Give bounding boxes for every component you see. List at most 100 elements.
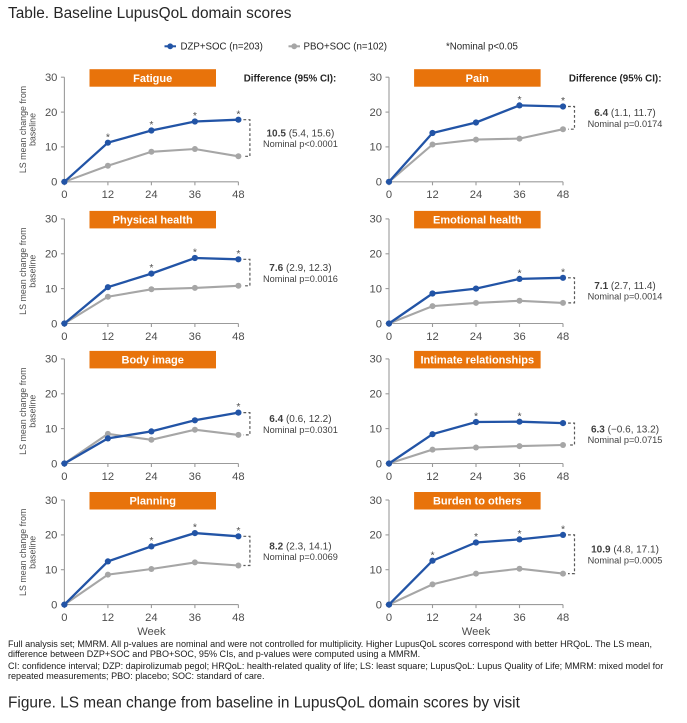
svg-text:Nominal p<0.0001: Nominal p<0.0001: [263, 139, 338, 149]
svg-text:Burden to others: Burden to others: [433, 496, 522, 508]
svg-text:20: 20: [45, 389, 57, 401]
svg-text:*Nominal p<0.05: *Nominal p<0.05: [446, 42, 518, 53]
svg-text:Difference (95% CI):: Difference (95% CI):: [244, 74, 337, 85]
svg-text:30: 30: [370, 354, 382, 366]
svg-text:6.4 (1.1, 11.7): 6.4 (1.1, 11.7): [594, 108, 656, 119]
svg-text:36: 36: [513, 612, 525, 624]
svg-text:baseline: baseline: [27, 395, 37, 428]
svg-text:12: 12: [102, 331, 114, 343]
svg-text:30: 30: [45, 214, 57, 226]
svg-text:24: 24: [145, 471, 157, 483]
svg-text:0: 0: [376, 318, 382, 330]
svg-text:0: 0: [51, 458, 57, 470]
svg-text:LS mean change from: LS mean change from: [18, 228, 28, 315]
svg-text:6.3 (−0.6, 13.2): 6.3 (−0.6, 13.2): [591, 424, 659, 435]
svg-text:0: 0: [61, 471, 67, 483]
svg-text:*: *: [236, 248, 240, 260]
svg-text:*: *: [193, 522, 197, 534]
svg-text:repeated measurements; PBO: pl: repeated measurements; PBO: placebo; SOC…: [8, 671, 264, 681]
svg-text:10: 10: [370, 423, 382, 435]
svg-text:Week: Week: [462, 626, 491, 638]
svg-text:baseline: baseline: [27, 113, 37, 146]
svg-text:0: 0: [61, 189, 67, 201]
svg-text:*: *: [561, 95, 565, 107]
svg-text:baseline: baseline: [27, 536, 37, 569]
svg-text:24: 24: [470, 331, 482, 343]
svg-text:30: 30: [45, 495, 57, 507]
svg-text:12: 12: [426, 189, 438, 201]
svg-text:10.5 (5.4, 15.6): 10.5 (5.4, 15.6): [266, 128, 334, 139]
svg-text:LS mean change from: LS mean change from: [18, 86, 28, 173]
svg-text:24: 24: [470, 612, 482, 624]
svg-text:10.9 (4.8, 17.1): 10.9 (4.8, 17.1): [591, 545, 659, 556]
svg-text:*: *: [517, 528, 521, 540]
svg-text:0: 0: [51, 177, 57, 189]
svg-text:0: 0: [386, 471, 392, 483]
svg-text:Difference (95% CI):: Difference (95% CI):: [569, 74, 662, 85]
svg-text:*: *: [193, 247, 197, 259]
svg-text:36: 36: [189, 189, 201, 201]
svg-text:*: *: [474, 531, 478, 543]
svg-text:Figure. LS mean change from ba: Figure. LS mean change from baseline in …: [8, 695, 521, 712]
svg-text:0: 0: [386, 189, 392, 201]
svg-text:12: 12: [102, 612, 114, 624]
svg-text:30: 30: [370, 72, 382, 84]
svg-text:0: 0: [61, 612, 67, 624]
svg-text:Week: Week: [137, 626, 166, 638]
svg-text:48: 48: [232, 189, 244, 201]
svg-text:*: *: [236, 525, 240, 537]
svg-text:12: 12: [426, 471, 438, 483]
svg-text:Nominal p=0.0016: Nominal p=0.0016: [263, 274, 338, 284]
svg-text:6.4 (0.6, 12.2): 6.4 (0.6, 12.2): [269, 414, 331, 425]
svg-text:20: 20: [370, 389, 382, 401]
svg-text:10: 10: [45, 142, 57, 154]
svg-text:10: 10: [370, 565, 382, 577]
svg-text:48: 48: [557, 331, 569, 343]
svg-text:0: 0: [376, 177, 382, 189]
svg-text:*: *: [236, 108, 240, 120]
svg-text:DZP+SOC (n=203): DZP+SOC (n=203): [181, 42, 263, 53]
svg-text:20: 20: [370, 107, 382, 119]
svg-text:*: *: [517, 268, 521, 280]
svg-text:30: 30: [370, 214, 382, 226]
svg-text:30: 30: [370, 495, 382, 507]
svg-text:0: 0: [61, 331, 67, 343]
svg-text:24: 24: [145, 189, 157, 201]
svg-text:*: *: [106, 131, 110, 143]
svg-text:12: 12: [102, 189, 114, 201]
svg-text:*: *: [193, 110, 197, 122]
svg-text:48: 48: [232, 612, 244, 624]
svg-text:Intimate relationships: Intimate relationships: [420, 355, 534, 367]
svg-text:36: 36: [189, 331, 201, 343]
svg-text:20: 20: [370, 249, 382, 261]
svg-text:0: 0: [51, 599, 57, 611]
svg-text:*: *: [149, 262, 153, 274]
svg-text:10: 10: [45, 283, 57, 295]
svg-text:Pain: Pain: [466, 73, 490, 85]
svg-text:0: 0: [376, 599, 382, 611]
svg-text:10: 10: [370, 142, 382, 154]
svg-text:12: 12: [102, 471, 114, 483]
svg-text:36: 36: [189, 471, 201, 483]
svg-text:8.2 (2.3, 14.1): 8.2 (2.3, 14.1): [269, 541, 331, 552]
svg-text:36: 36: [189, 612, 201, 624]
svg-text:difference between DZP+SOC and: difference between DZP+SOC and PBO+SOC, …: [8, 649, 420, 659]
svg-text:Nominal p=0.0174: Nominal p=0.0174: [588, 119, 663, 129]
svg-text:7.1 (2.7, 11.4): 7.1 (2.7, 11.4): [594, 281, 656, 292]
svg-text:Nominal p=0.0069: Nominal p=0.0069: [263, 552, 338, 562]
svg-text:24: 24: [145, 612, 157, 624]
svg-text:PBO+SOC (n=102): PBO+SOC (n=102): [304, 42, 387, 53]
svg-text:7.6 (2.9, 12.3): 7.6 (2.9, 12.3): [269, 263, 331, 274]
svg-text:20: 20: [370, 530, 382, 542]
svg-text:Nominal p=0.0005: Nominal p=0.0005: [588, 555, 663, 565]
svg-text:LS mean change from: LS mean change from: [18, 368, 28, 455]
svg-text:*: *: [561, 524, 565, 536]
svg-text:Table. Baseline LupusQoL domai: Table. Baseline LupusQoL domain scores: [8, 5, 292, 22]
svg-text:24: 24: [145, 331, 157, 343]
svg-text:Planning: Planning: [129, 496, 175, 508]
svg-text:48: 48: [557, 189, 569, 201]
svg-text:baseline: baseline: [27, 255, 37, 288]
svg-text:10: 10: [370, 283, 382, 295]
svg-text:48: 48: [557, 471, 569, 483]
svg-text:48: 48: [232, 331, 244, 343]
